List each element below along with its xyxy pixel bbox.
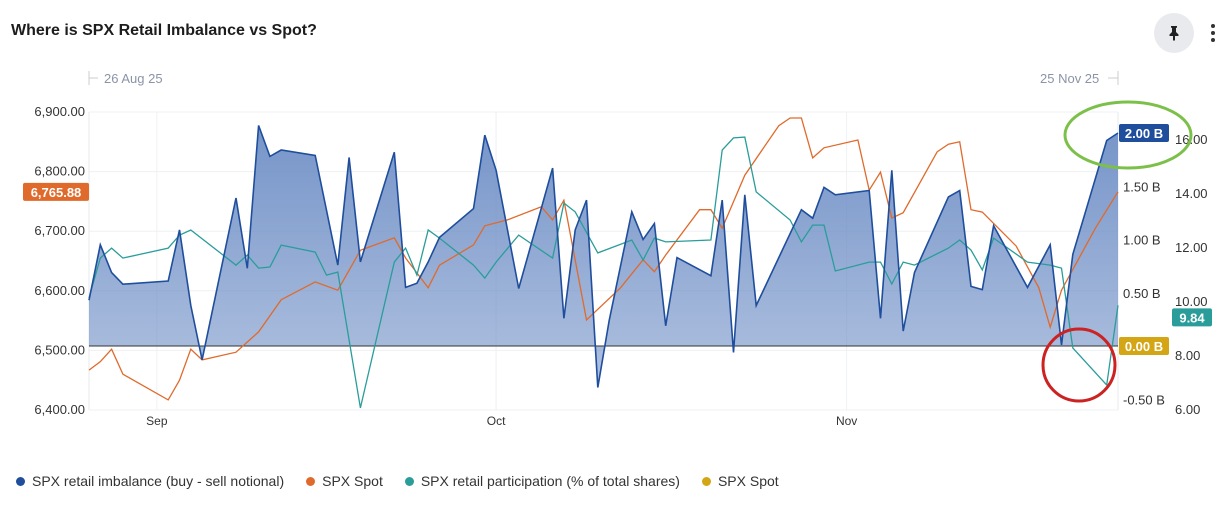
series-line-0 [88, 125, 1119, 388]
legend-dot [16, 476, 25, 486]
legend-label: SPX Spot [717, 473, 779, 489]
x-tick-label: Oct [487, 414, 506, 428]
left-axis-tick: 6,600.00 [34, 283, 85, 298]
x-tick-label: Sep [146, 414, 168, 428]
more-options-button[interactable] [1206, 20, 1220, 46]
right-axis-tick: 14.00 [1175, 186, 1208, 201]
imbalance-last-value-badge: 2.00 B [1125, 126, 1163, 141]
pin-icon [1169, 26, 1179, 41]
more-vertical-icon [1211, 24, 1215, 28]
participation-last-value-badge-bg [1172, 308, 1212, 327]
spot-last-value-badge-bg [23, 182, 89, 201]
legend: SPX retail imbalance (buy - sell notiona… [16, 473, 779, 489]
chart: 26 Aug 25 25 Nov 25 Sep Oct Nov 6,400.00 6,500… [23, 71, 1212, 428]
left-axis-tick: 6,900.00 [34, 104, 85, 119]
middle-axis-tick: -0.50 B [1123, 392, 1165, 407]
legend-label: SPX retail imbalance (buy - sell notiona… [32, 473, 285, 489]
right-axis-tick: 12.00 [1175, 240, 1208, 255]
legend-item-imbalance[interactable]: SPX retail imbalance (buy - sell notiona… [16, 473, 284, 489]
legend-dot [701, 476, 711, 486]
left-axis-tick: 6,500.00 [34, 342, 85, 357]
legend-item-participation[interactable]: SPX retail participation (% of total sha… [404, 473, 680, 489]
right-axis-tick: 8.00 [1175, 348, 1200, 363]
baseline-value-badge: 0.00 B [1125, 339, 1163, 354]
series-line-2 [88, 136, 1119, 409]
legend-label: SPX retail participation (% of total sha… [420, 473, 680, 489]
left-axis-tick: 6,400.00 [34, 402, 85, 417]
spot-last-value-badge: 6,765.88 [31, 185, 82, 200]
middle-axis-tick: 0.50 B [1123, 286, 1161, 301]
imbalance-last-value-badge-bg [1119, 124, 1169, 142]
right-axis-tick: 6.00 [1175, 402, 1200, 417]
legend-dot [404, 476, 414, 486]
annotation-green-ellipse [1063, 100, 1193, 170]
x-tick-label: Nov [836, 414, 857, 428]
legend-item-spot-2[interactable]: SPX Spot [701, 473, 779, 489]
navigator-end-label: 25 Nov 25 [1040, 71, 1099, 86]
left-axis-tick: 6,700.00 [34, 223, 85, 238]
middle-axis-tick: 1.50 B [1123, 179, 1161, 194]
baseline-value-badge-bg [1119, 337, 1169, 355]
navigator-start-label: 26 Aug 25 [104, 71, 163, 86]
right-axis-tick: 10.00 [1175, 294, 1208, 309]
page-title: Where is SPX Retail Imbalance vs Spot? [11, 22, 317, 39]
legend-item-spot[interactable]: SPX Spot [306, 473, 383, 489]
annotation-red-circle [1041, 327, 1117, 403]
legend-dot [306, 476, 316, 486]
middle-axis-tick: 1.00 B [1123, 233, 1161, 248]
legend-label: SPX Spot [322, 473, 383, 489]
left-axis-tick: 6,800.00 [34, 164, 85, 179]
participation-last-value-badge: 9.84 [1179, 310, 1205, 325]
series-line-1 [88, 117, 1119, 401]
pin-button[interactable] [1154, 13, 1194, 53]
